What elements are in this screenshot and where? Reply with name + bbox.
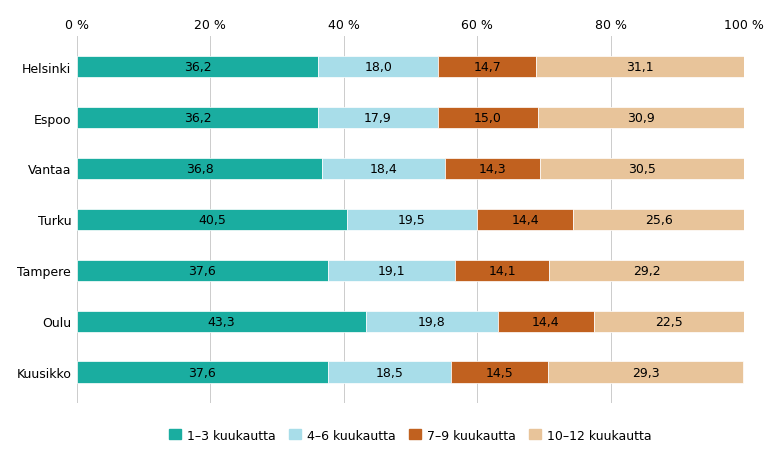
Text: 14,7: 14,7 [473, 61, 502, 74]
Text: 19,1: 19,1 [377, 264, 405, 277]
Text: 36,8: 36,8 [186, 163, 213, 175]
Bar [366, 311, 498, 332]
Text: 37,6: 37,6 [188, 366, 216, 379]
Text: 37,6: 37,6 [188, 264, 216, 277]
Bar [322, 158, 445, 180]
Text: 14,5: 14,5 [486, 366, 513, 379]
Bar [77, 209, 347, 231]
Text: 19,8: 19,8 [418, 315, 446, 328]
Bar [549, 260, 744, 282]
Bar [77, 260, 328, 282]
Text: 14,4: 14,4 [512, 213, 539, 226]
Text: 15,0: 15,0 [474, 112, 502, 125]
Text: 17,9: 17,9 [364, 112, 392, 125]
Text: 43,3: 43,3 [207, 315, 235, 328]
Bar [477, 209, 573, 231]
Bar [77, 108, 318, 129]
Bar [77, 362, 328, 383]
Legend: 1–3 kuukautta, 4–6 kuukautta, 7–9 kuukautta, 10–12 kuukautta: 1–3 kuukautta, 4–6 kuukautta, 7–9 kuukau… [163, 424, 657, 447]
Text: 31,1: 31,1 [627, 61, 654, 74]
Text: 14,3: 14,3 [479, 163, 506, 175]
Text: 14,4: 14,4 [532, 315, 560, 328]
Text: 29,3: 29,3 [632, 366, 660, 379]
Bar [573, 209, 744, 231]
Text: 30,9: 30,9 [627, 112, 655, 125]
Bar [439, 57, 536, 78]
Text: 29,2: 29,2 [633, 264, 660, 277]
Text: 25,6: 25,6 [645, 213, 673, 226]
Text: 30,5: 30,5 [628, 163, 656, 175]
Bar [548, 362, 743, 383]
Bar [498, 311, 594, 332]
Text: 19,5: 19,5 [398, 213, 426, 226]
Bar [538, 108, 744, 129]
Bar [451, 362, 548, 383]
Bar [541, 158, 744, 180]
Bar [445, 158, 541, 180]
Bar [328, 362, 451, 383]
Bar [318, 57, 439, 78]
Text: 18,4: 18,4 [370, 163, 397, 175]
Bar [318, 108, 438, 129]
Bar [594, 311, 744, 332]
Bar [536, 57, 744, 78]
Bar [328, 260, 455, 282]
Bar [455, 260, 549, 282]
Bar [438, 108, 538, 129]
Text: 18,0: 18,0 [364, 61, 392, 74]
Text: 36,2: 36,2 [183, 112, 211, 125]
Bar [77, 158, 322, 180]
Bar [77, 311, 366, 332]
Bar [347, 209, 477, 231]
Text: 14,1: 14,1 [489, 264, 516, 277]
Text: 36,2: 36,2 [183, 61, 211, 74]
Text: 40,5: 40,5 [198, 213, 225, 226]
Text: 18,5: 18,5 [375, 366, 403, 379]
Text: 22,5: 22,5 [655, 315, 683, 328]
Bar [77, 57, 318, 78]
